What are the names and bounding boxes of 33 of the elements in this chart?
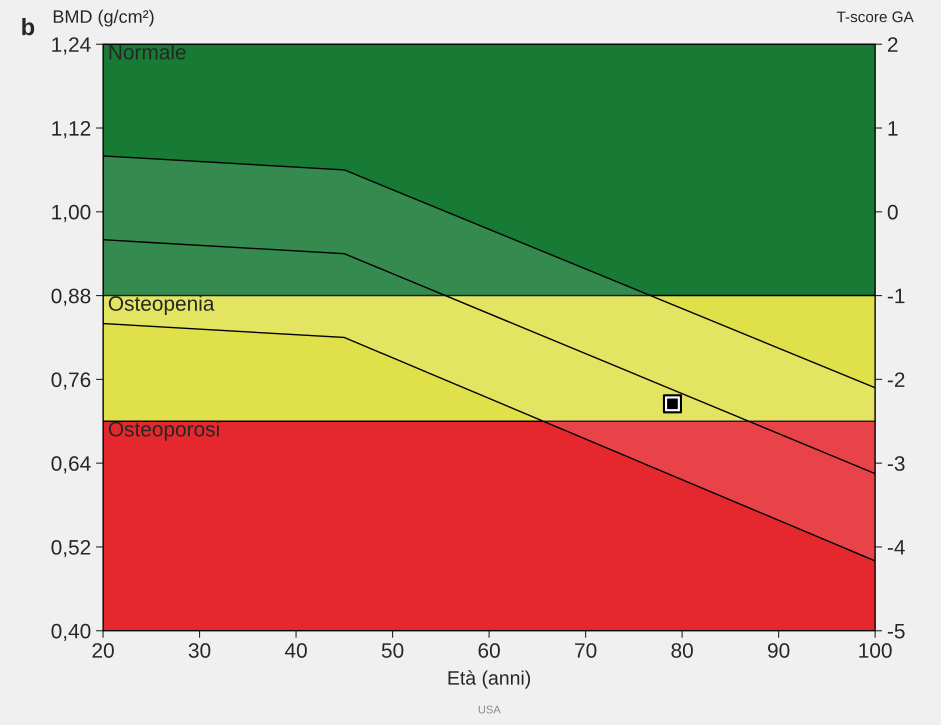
x-tick-label: 100 [859, 643, 892, 658]
text: b [22, 18, 34, 36]
y2-tick-label: -1 [888, 288, 904, 304]
band-label: Osteoporosi [108, 421, 219, 441]
y-tick-label: 0,52 [52, 540, 90, 558]
text: USA [478, 706, 501, 714]
y2-tick-label: -5 [888, 624, 905, 639]
x-tick-label: 20 [92, 643, 114, 658]
x-tick-label: 80 [671, 643, 693, 658]
y-tick-label: 1,00 [52, 204, 90, 222]
x-tick-label: 60 [478, 643, 500, 658]
band-label: Normale [110, 44, 186, 60]
y-tick-label: 1,12 [52, 121, 90, 138]
y2-tick-label: -4 [888, 540, 905, 555]
y2-tick-label: 0 [888, 204, 898, 220]
y-tick-label: 0,88 [52, 288, 90, 306]
y2-axis-title: T-score GA [836, 11, 914, 22]
y-axis-title: BMD (g/cm²) [54, 10, 154, 27]
x-tick-label: 50 [382, 643, 404, 658]
y-tick-label: 0,64 [52, 456, 91, 474]
x-tick-label: 40 [284, 643, 307, 658]
y2-tick-label: 2 [888, 37, 898, 52]
y-tick-label: 0,40 [52, 624, 90, 641]
y-tick-label: 0,76 [52, 372, 90, 390]
y2-tick-label: -3 [888, 456, 905, 471]
y2-tick-label: -2 [888, 372, 904, 387]
y2-tick-label: 1 [888, 121, 898, 136]
x-axis-title: Età (anni) [448, 670, 530, 689]
band-label: Osteopenia [108, 296, 214, 316]
x-tick-label: 70 [575, 643, 596, 658]
x-tick-label: 90 [768, 643, 790, 658]
y-tick-label: 1,24 [52, 37, 91, 54]
x-tick-label: 30 [188, 643, 210, 658]
